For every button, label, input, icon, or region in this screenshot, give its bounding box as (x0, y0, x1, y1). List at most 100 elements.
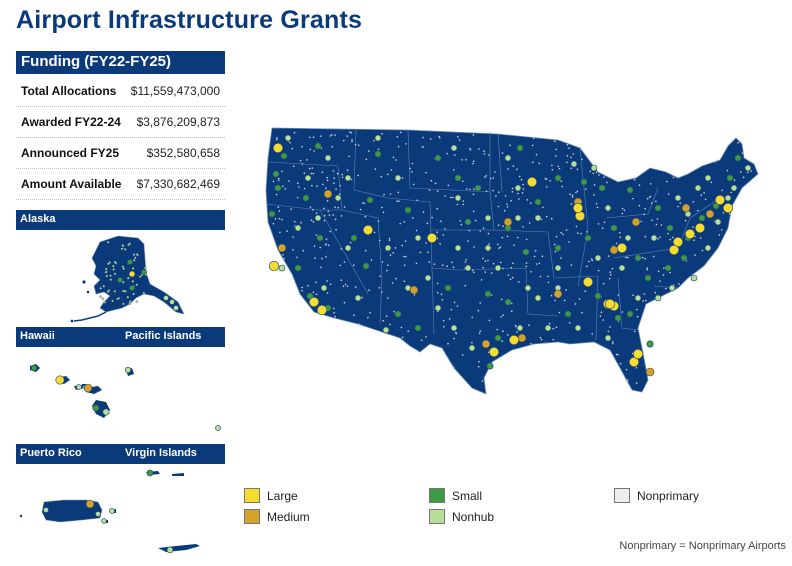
airport-marker-nonprimary (424, 335, 427, 338)
airport-marker-nonprimary (515, 330, 519, 334)
airport-marker-nonprimary (646, 197, 649, 200)
airport-marker-nonhub (135, 283, 139, 287)
airport-marker-nonprimary (623, 209, 626, 212)
airport-marker-nonprimary (548, 322, 551, 325)
airport-marker-nonhub (99, 295, 102, 299)
airport-marker-nonprimary (487, 232, 490, 235)
airport-marker-nonprimary (602, 176, 606, 179)
airport-marker-nonprimary (346, 169, 349, 172)
airport-marker-nonhub (704, 244, 712, 252)
airport-marker-nonprimary (701, 249, 704, 252)
airport-marker-nonprimary (329, 283, 332, 286)
airport-marker-nonhub (113, 290, 117, 293)
airport-marker-nonprimary (312, 291, 315, 294)
airport-marker-nonprimary (296, 182, 299, 185)
airport-marker-nonhub (744, 164, 752, 172)
hawaii-pacific-inset-map[interactable] (16, 350, 228, 440)
airport-marker-nonprimary (720, 228, 723, 231)
airport-marker-nonprimary (315, 293, 318, 296)
pr-vi-airport-dots (43, 469, 174, 554)
airport-marker-small (580, 178, 588, 186)
airport-marker-medium (277, 243, 287, 253)
alaska-inset-map[interactable] (60, 232, 190, 324)
airport-marker-nonprimary (501, 340, 504, 343)
airport-marker-nonprimary (481, 257, 485, 260)
airport-marker-nonprimary (439, 220, 442, 223)
airport-marker-nonprimary (401, 176, 404, 180)
airport-marker-nonprimary (434, 182, 437, 185)
airport-marker-large (526, 176, 538, 188)
legend-label: Nonhub (452, 509, 495, 524)
airport-marker-nonhub (544, 324, 552, 332)
airport-marker-nonprimary (730, 191, 733, 194)
airport-marker-nonhub (138, 275, 142, 278)
airport-marker-nonprimary (472, 188, 475, 191)
airport-marker-nonprimary (596, 206, 599, 209)
airport-marker-nonprimary (330, 133, 333, 136)
airport-marker-nonprimary (510, 310, 513, 313)
airport-marker-nonprimary (547, 281, 550, 284)
airport-marker-nonhub (102, 408, 110, 416)
airport-marker-nonprimary (292, 236, 295, 239)
airport-marker-nonhub (650, 234, 658, 242)
airport-marker-nonprimary (374, 168, 377, 171)
airport-marker-nonprimary (558, 167, 561, 170)
airport-marker-nonprimary (615, 242, 618, 245)
airport-marker-nonprimary (386, 173, 389, 176)
airport-marker-nonhub (144, 266, 147, 270)
airport-marker-nonprimary (534, 249, 537, 252)
airport-marker-large (308, 296, 320, 308)
airport-marker-nonprimary (312, 220, 315, 223)
alaska-airport-dots (99, 240, 179, 311)
airport-marker-nonhub (468, 344, 476, 352)
airport-marker-nonprimary (300, 221, 303, 224)
airport-marker-nonprimary (404, 142, 407, 145)
continental-us-map[interactable] (258, 118, 768, 403)
airport-marker-nonprimary (399, 222, 402, 225)
airport-marker-nonhub (534, 214, 542, 222)
airport-marker-nonprimary (398, 200, 401, 203)
airport-marker-nonprimary (644, 235, 647, 238)
airport-marker-nonprimary (354, 143, 357, 146)
airport-marker-medium (609, 245, 619, 255)
airport-marker-nonprimary (310, 172, 313, 175)
airport-marker-nonprimary (291, 248, 295, 251)
airport-marker-nonprimary (364, 249, 367, 252)
airport-marker-nonprimary (454, 331, 457, 334)
airport-marker-nonprimary (568, 147, 571, 150)
airport-marker-nonhub (354, 294, 362, 302)
airport-marker-nonhub (524, 284, 532, 292)
airport-marker-nonprimary (513, 244, 516, 247)
airport-marker-small (146, 469, 154, 477)
airport-marker-nonprimary (471, 269, 474, 272)
airport-marker-nonprimary (644, 207, 647, 210)
airport-marker-nonprimary (515, 168, 518, 171)
airport-marker-nonprimary (278, 217, 281, 220)
airport-marker-nonprimary (446, 342, 450, 345)
airport-marker-nonprimary (472, 271, 475, 274)
airport-marker-nonprimary (483, 176, 486, 179)
airport-marker-large (55, 375, 65, 385)
airport-marker-nonhub (95, 511, 101, 517)
airport-marker-nonprimary (325, 243, 328, 246)
airport-marker-nonprimary (331, 145, 334, 148)
airport-marker-nonprimary (308, 167, 311, 170)
airport-marker-nonprimary (547, 275, 550, 278)
airport-marker-nonprimary (334, 218, 337, 221)
airport-marker-nonhub (133, 256, 137, 260)
airport-marker-nonprimary (585, 230, 589, 233)
puerto-rico-vi-inset-map[interactable] (16, 466, 228, 564)
airport-marker-nonprimary (576, 168, 579, 171)
airport-marker-nonprimary (480, 278, 483, 281)
legend-swatch-large (244, 488, 260, 503)
airport-marker-nonprimary (617, 293, 620, 297)
airport-marker-nonhub (121, 265, 125, 268)
airport-marker-nonprimary (493, 170, 496, 173)
airport-marker-nonprimary (321, 183, 324, 186)
airport-marker-nonprimary (421, 136, 425, 139)
airport-marker-nonhub (123, 290, 126, 293)
airport-marker-nonprimary (574, 191, 578, 194)
airport-marker-nonprimary (499, 261, 502, 264)
airport-marker-nonprimary (477, 309, 480, 312)
airport-marker-nonprimary (450, 261, 453, 264)
